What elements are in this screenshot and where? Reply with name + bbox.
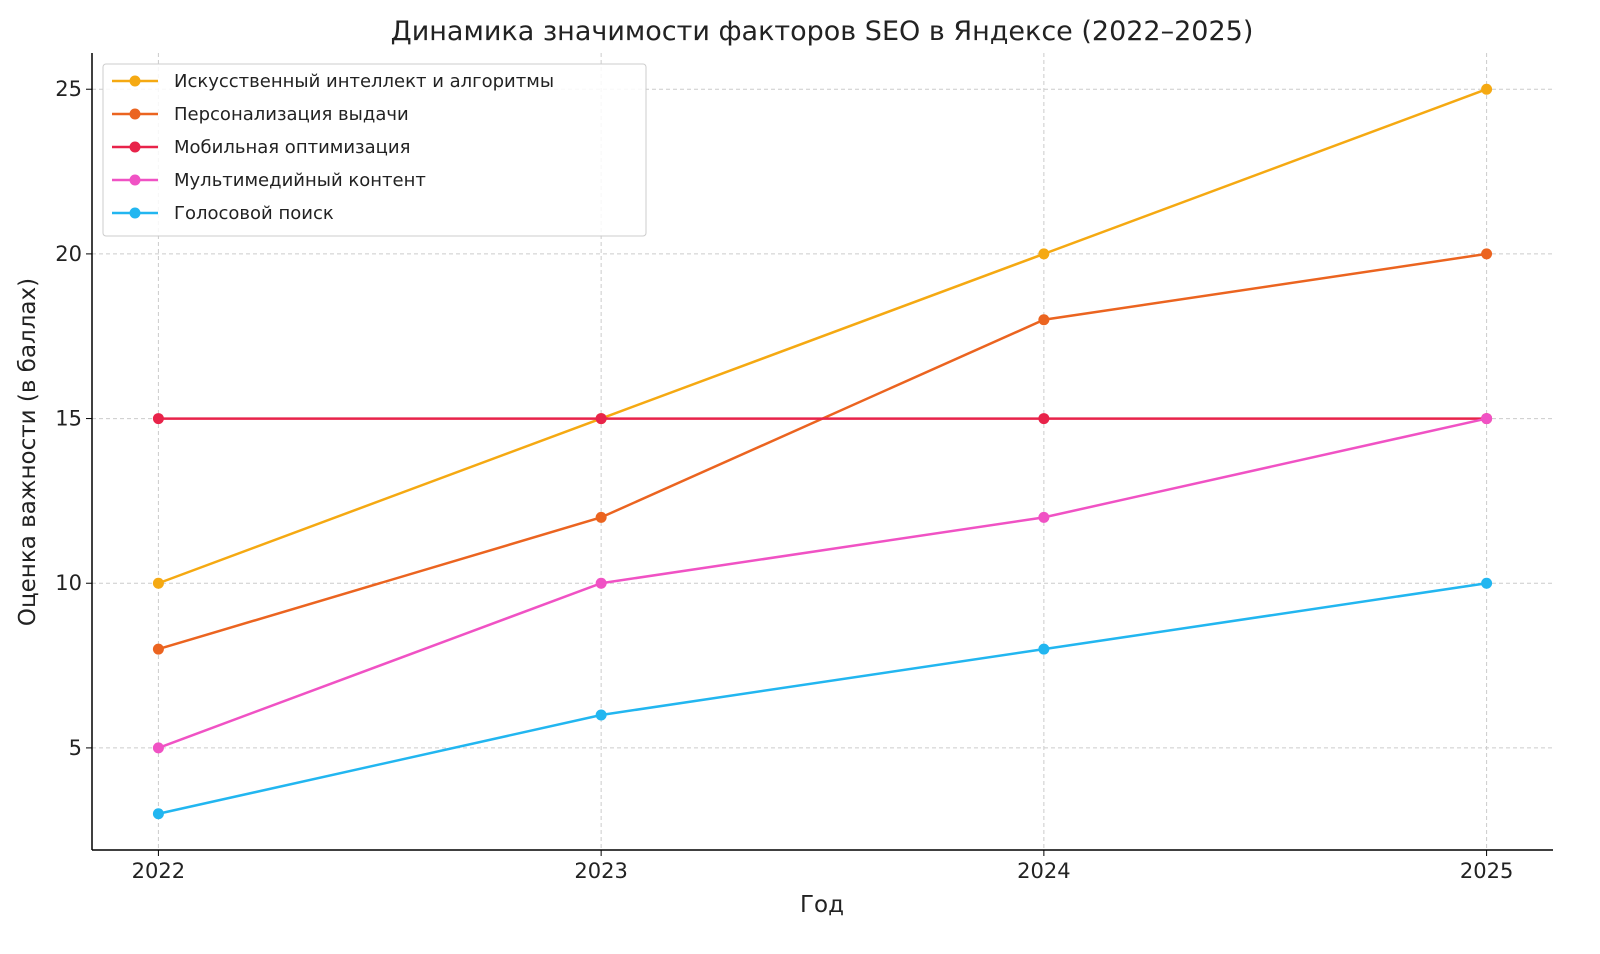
legend-label: Персонализация выдачи [174,104,409,125]
data-point [1481,83,1493,95]
legend-marker [129,174,141,186]
x-tick-label: 2025 [1460,859,1513,883]
data-point [152,413,164,425]
data-point [595,709,607,721]
chart-title: Динамика значимости факторов SEO в Яндек… [391,16,1254,47]
legend-label: Искусственный интеллект и алгоритмы [174,71,554,92]
legend-label: Мобильная оптимизация [174,137,410,158]
series-lines [152,83,1493,820]
series-3 [152,413,1493,754]
series-line [157,417,1487,750]
data-point [152,643,164,655]
series-line [157,88,1488,585]
data-point [1481,413,1493,425]
axes [91,53,1553,851]
legend-marker [129,207,141,219]
series-line [158,581,1487,815]
legend-marker [129,108,141,120]
data-point [1038,314,1050,326]
y-axis-label: Оценка важности (в баллах) [15,278,41,626]
legend-box [102,63,647,237]
data-point [1038,643,1050,655]
data-point [152,577,164,589]
x-tick-label: 2022 [132,859,185,883]
series-4 [152,577,1493,820]
legend-marker [129,141,141,153]
y-tick-label: 15 [55,407,82,431]
data-point [1038,413,1050,425]
data-point [1481,248,1493,260]
x-tick-label: 2023 [574,859,627,883]
series-line [158,252,1487,651]
data-point [1038,511,1050,523]
legend-label: Мультимедийный контент [174,170,426,191]
y-tick-label: 10 [55,571,82,595]
y-tick-label: 20 [55,242,82,266]
data-point [152,808,164,820]
series-1 [152,248,1493,655]
legend-label: Голосовой поиск [174,203,334,224]
data-point [595,413,607,425]
y-tick-label: 25 [55,77,82,101]
x-tick-label: 2024 [1017,859,1070,883]
data-point [595,577,607,589]
legend: Искусственный интеллект и алгоритмы Персо… [102,63,647,237]
data-point [1481,577,1493,589]
x-axis-label: Год [800,892,844,918]
y-tick-label: 5 [69,736,82,760]
data-point [152,742,164,754]
series-2 [152,413,1493,425]
data-point [595,511,607,523]
data-point [1038,248,1050,260]
legend-marker [129,75,141,87]
